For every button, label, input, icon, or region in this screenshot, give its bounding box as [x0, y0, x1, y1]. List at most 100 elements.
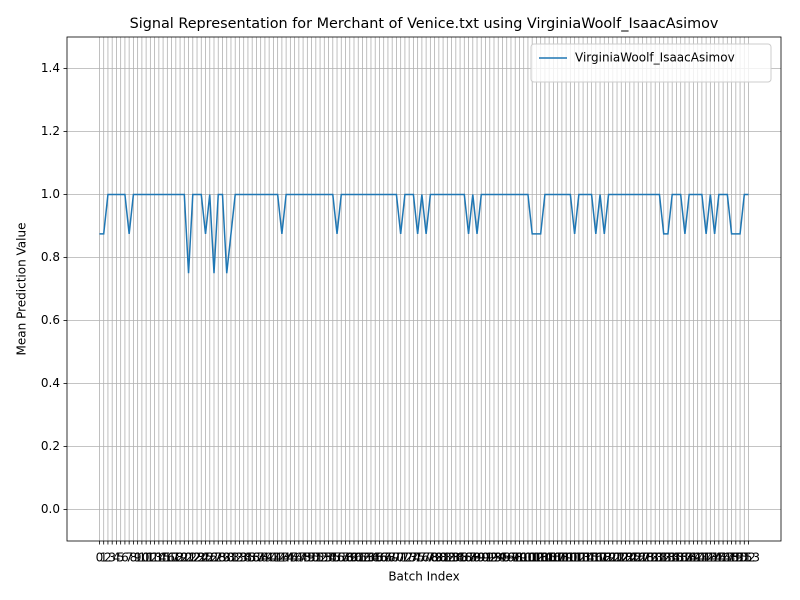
x-tick-label: 83 — [444, 551, 459, 565]
x-tick-label: 121 — [601, 551, 624, 565]
x-tick-label: 131 — [644, 551, 667, 565]
x-tick-label: 137 — [669, 551, 692, 565]
x-tick-label: 130 — [640, 551, 663, 565]
x-tick-label: 98 — [508, 551, 523, 565]
x-tick-label: 65 — [368, 551, 383, 565]
x-tick-label: 36 — [245, 551, 260, 565]
y-tick-label: 0.8 — [41, 250, 60, 264]
x-tick-label: 74 — [406, 551, 421, 565]
x-tick-label: 101 — [516, 551, 539, 565]
x-tick-label: 63 — [359, 551, 374, 565]
x-tick-label: 48 — [295, 551, 310, 565]
x-tick-label: 102 — [521, 551, 544, 565]
x-tick-label: 126 — [623, 551, 646, 565]
x-tick-label: 84 — [448, 551, 463, 565]
x-tick-label: 33 — [232, 551, 247, 565]
x-tick-label: 62 — [355, 551, 370, 565]
x-tick-label: 148 — [716, 551, 739, 565]
x-tick-label: 1 — [100, 551, 108, 565]
chart-title: Signal Representation for Merchant of Ve… — [130, 16, 719, 32]
x-tick-label: 151 — [729, 551, 752, 565]
x-tick-label: 142 — [690, 551, 713, 565]
x-tick-label: 81 — [435, 551, 450, 565]
x-tick-label: 96 — [499, 551, 514, 565]
x-tick-label: 86 — [457, 551, 472, 565]
y-tick-label: 0.6 — [41, 313, 60, 327]
x-tick-label: 2 — [104, 551, 112, 565]
x-tick-label: 44 — [278, 551, 293, 565]
x-tick-label: 95 — [495, 551, 510, 565]
x-tick-label: 133 — [652, 551, 675, 565]
x-tick-label: 67 — [376, 551, 391, 565]
x-tick-label: 41 — [266, 551, 281, 565]
x-tick-label: 57 — [334, 551, 349, 565]
x-tick-label: 153 — [737, 551, 760, 565]
x-tick-label: 54 — [321, 551, 336, 565]
x-tick-label: 7 — [125, 551, 133, 565]
x-tick-label: 127 — [627, 551, 650, 565]
x-tick-label: 0 — [96, 551, 104, 565]
x-tick-label: 108 — [546, 551, 569, 565]
x-tick-label: 90 — [474, 551, 489, 565]
x-tick-label: 116 — [580, 551, 603, 565]
x-tick-label: 99 — [512, 551, 527, 565]
x-tick-label: 109 — [550, 551, 573, 565]
x-tick-label: 47 — [291, 551, 306, 565]
x-tick-label: 43 — [274, 551, 289, 565]
x-tick-label: 31 — [223, 551, 238, 565]
x-tick-label: 56 — [329, 551, 344, 565]
x-tick-label: 122 — [606, 551, 629, 565]
x-tick-label: 68 — [380, 551, 395, 565]
legend: VirginiaWoolf_IsaacAsimov — [530, 43, 772, 83]
x-tick-label: 111 — [559, 551, 582, 565]
data-line — [99, 193, 749, 274]
x-tick-label: 15 — [155, 551, 170, 565]
x-tick-label: 18 — [168, 551, 183, 565]
x-axis-label: Batch Index — [388, 570, 459, 584]
x-tick-label: 136 — [665, 551, 688, 565]
x-tick-label: 76 — [414, 551, 429, 565]
x-tick-label: 42 — [270, 551, 285, 565]
x-tick-label: 82 — [440, 551, 455, 565]
x-tick-label: 129 — [635, 551, 658, 565]
x-tick-label: 141 — [686, 551, 709, 565]
x-tick-label: 113 — [567, 551, 590, 565]
x-tick-label: 28 — [211, 551, 226, 565]
x-tick-label: 53 — [317, 551, 332, 565]
x-tick-label: 79 — [427, 551, 442, 565]
y-tick-label: 1.0 — [41, 187, 60, 201]
y-axis-label: Mean Prediction Value — [15, 223, 29, 356]
x-tick-label: 19 — [172, 551, 187, 565]
x-tick-label: 78 — [423, 551, 438, 565]
x-tick-label: 104 — [529, 551, 552, 565]
x-tick-label: 37 — [249, 551, 264, 565]
x-tick-label: 85 — [452, 551, 467, 565]
x-tick-label: 87 — [461, 551, 476, 565]
x-tick-label: 150 — [724, 551, 747, 565]
x-tick-label: 46 — [287, 551, 302, 565]
x-tick-label: 58 — [338, 551, 353, 565]
x-tick-label: 52 — [312, 551, 327, 565]
y-tick-label: 0.0 — [41, 502, 60, 516]
x-tick-label: 115 — [576, 551, 599, 565]
x-tick-label: 12 — [143, 551, 158, 565]
plot-frame — [66, 36, 782, 542]
x-tick-label: 55 — [325, 551, 340, 565]
x-tick-label: 117 — [584, 551, 607, 565]
x-tick-label: 5 — [117, 551, 125, 565]
x-tick-label: 59 — [342, 551, 357, 565]
x-tick-label: 14 — [151, 551, 166, 565]
x-tick-label: 35 — [240, 551, 255, 565]
x-tick-label: 9 — [134, 551, 142, 565]
x-tick-label: 97 — [503, 551, 518, 565]
y-tick-label: 0.4 — [41, 376, 60, 390]
x-tick-label: 10 — [134, 551, 149, 565]
x-tick-label: 132 — [648, 551, 671, 565]
x-tick-label: 144 — [699, 551, 722, 565]
x-tick-label: 73 — [402, 551, 417, 565]
x-tick-label: 139 — [678, 551, 701, 565]
x-tick-label: 38 — [253, 551, 268, 565]
x-tick-label: 72 — [397, 551, 412, 565]
